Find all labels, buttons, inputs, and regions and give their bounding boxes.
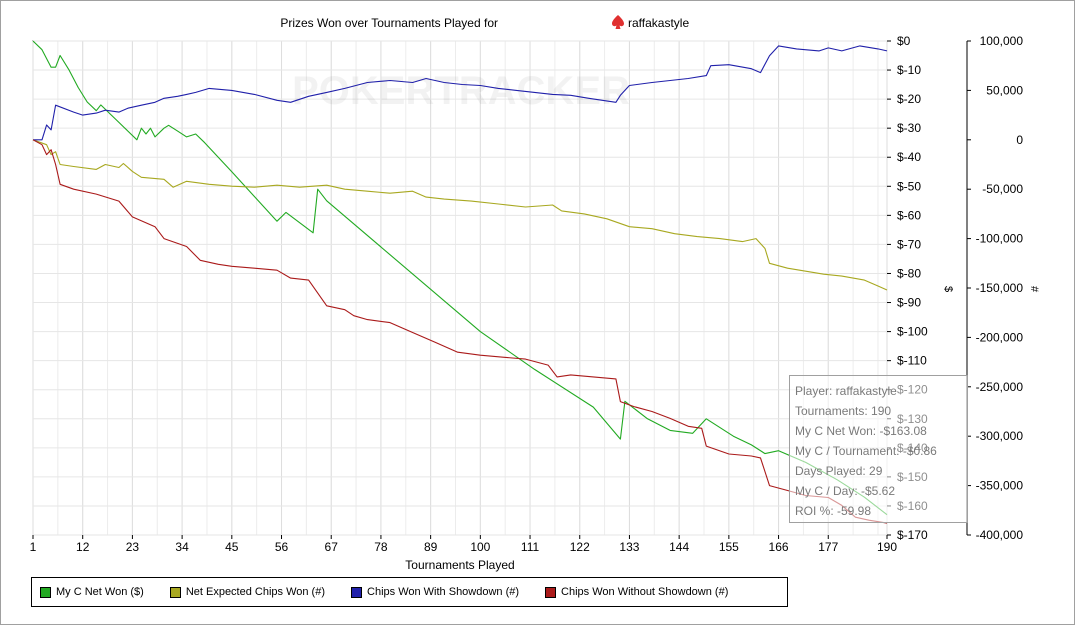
y-left-tick-label: $-30 xyxy=(897,121,921,135)
x-tick-label: 45 xyxy=(225,540,239,554)
chart-title: Prizes Won over Tournaments Played for xyxy=(280,16,498,30)
y-right-tick-label: 100,000 xyxy=(980,34,1024,48)
y-right-tick-label: -350,000 xyxy=(976,479,1024,493)
y-left-tick-label: $-60 xyxy=(897,208,921,222)
y-right-tick-label: -100,000 xyxy=(976,232,1024,246)
tooltip-days-played: Days Played: 29 xyxy=(795,464,883,478)
plot-area xyxy=(32,40,888,536)
tooltip-tournaments: Tournaments: 190 xyxy=(795,404,892,418)
x-tick-label: 67 xyxy=(325,540,339,554)
y-left-axis-label: $ xyxy=(942,286,954,292)
x-tick-label: 78 xyxy=(374,540,388,554)
stats-tooltip: Player: raffakastyle Tournaments: 190 My… xyxy=(789,375,968,523)
series-line-chips-won-without-showdown xyxy=(32,139,888,524)
y-right-tick-label: -50,000 xyxy=(982,182,1023,196)
tooltip-per-day: My C / Day: -$5.62 xyxy=(795,484,896,498)
x-tick-label: 12 xyxy=(76,540,90,554)
x-tick-label: 100 xyxy=(470,540,490,554)
grid xyxy=(32,40,888,536)
x-tick-label: 56 xyxy=(275,540,289,554)
tooltip-net-won: My C Net Won: -$163.08 xyxy=(795,424,927,438)
chart-player-name: raffakastyle xyxy=(628,16,689,30)
x-tick-label: 122 xyxy=(570,540,590,554)
y-left-tick-label: $-40 xyxy=(897,150,921,164)
x-axis: 1 12 23 34 45 56 67 78 89 100 111 122 133 144 155 166 17… xyxy=(30,535,897,554)
legend-item-expected-chips[interactable]: Net Expected Chips Won (#) xyxy=(169,586,326,598)
y-right-axis-label: # xyxy=(1028,286,1040,293)
y-left-tick-label: $-110 xyxy=(897,354,927,368)
series-lines xyxy=(32,40,888,524)
y-left-tick-label: $-100 xyxy=(897,325,928,339)
y-left-tick-label: $-50 xyxy=(897,179,921,193)
legend-swatch xyxy=(351,586,363,598)
series-line-chips-won-with-showdown xyxy=(33,45,888,141)
y-left-tick-label: $-170 xyxy=(897,528,928,542)
x-tick-label: 166 xyxy=(769,540,789,554)
legend-item-no-showdown[interactable]: Chips Won Without Showdown (#) xyxy=(545,586,728,598)
tooltip-roi: ROI %: -59.98 xyxy=(795,504,872,518)
legend-label: My C Net Won ($) xyxy=(56,586,144,598)
x-tick-label: 23 xyxy=(126,540,140,554)
x-tick-label: 190 xyxy=(877,540,897,554)
watermark: POKERTRACKER xyxy=(292,69,630,113)
x-tick-label: 144 xyxy=(669,540,689,554)
y-left-tick-label: $0 xyxy=(897,34,911,48)
y-right-tick-label: -400,000 xyxy=(976,528,1024,542)
legend-label: Net Expected Chips Won (#) xyxy=(185,586,326,598)
series-line-my-c-net-won xyxy=(32,40,888,516)
y-left-tick-label: $-10 xyxy=(897,63,921,77)
chart-legend: My C Net Won ($) Net Expected Chips Won … xyxy=(31,577,788,607)
spade-icon xyxy=(612,15,624,29)
y-right-tick-label: -200,000 xyxy=(976,330,1024,344)
legend-label: Chips Won Without Showdown (#) xyxy=(561,586,729,598)
y-axis-right: 100,000 50,000 0 -50,000 -100,000 -150,000 -20… xyxy=(966,34,1024,542)
tooltip-per-tournament: My C / Tournament: -$0.86 xyxy=(795,444,937,458)
legend-label: Chips Won With Showdown (#) xyxy=(367,586,520,598)
legend-item-net-won[interactable]: My C Net Won ($) xyxy=(40,586,144,598)
x-tick-label: 177 xyxy=(818,540,838,554)
y-right-tick-label: -300,000 xyxy=(976,429,1024,443)
y-right-tick-label: -250,000 xyxy=(976,380,1024,394)
y-right-tick-label: -150,000 xyxy=(976,281,1024,295)
x-axis-label: Tournaments Played xyxy=(405,558,514,572)
chart-svg: Prizes Won over Tournaments Played for r… xyxy=(30,15,1040,572)
y-left-tick-label: $-90 xyxy=(897,296,921,310)
legend-swatch xyxy=(169,586,181,598)
y-left-tick-label: $-20 xyxy=(897,92,921,106)
tooltip-player: Player: raffakastyle xyxy=(795,384,897,398)
series-line-net-expected-chips-won xyxy=(32,139,888,291)
y-right-tick-label: 0 xyxy=(1016,133,1023,147)
legend-swatch xyxy=(545,586,557,598)
x-tick-label: 111 xyxy=(521,540,540,554)
y-left-tick-label: $-80 xyxy=(897,266,921,280)
legend-item-showdown[interactable]: Chips Won With Showdown (#) xyxy=(351,586,519,598)
x-tick-label: 1 xyxy=(30,540,37,554)
x-tick-label: 89 xyxy=(424,540,438,554)
y-left-tick-label: $-70 xyxy=(897,237,921,251)
y-right-tick-label: 50,000 xyxy=(986,83,1023,97)
x-tick-label: 34 xyxy=(175,540,189,554)
legend-swatch xyxy=(40,586,51,598)
x-tick-label: 133 xyxy=(619,540,639,554)
x-tick-label: 155 xyxy=(719,540,739,554)
